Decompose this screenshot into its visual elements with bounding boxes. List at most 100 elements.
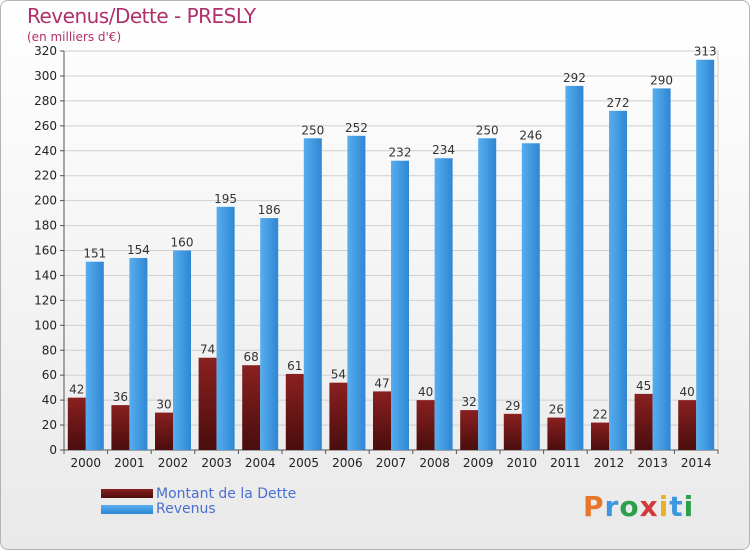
value-label-revenus: 292 — [563, 71, 586, 85]
value-label-revenus: 154 — [127, 243, 150, 257]
x-tick-label: 2008 — [419, 456, 450, 470]
y-tick-label: 40 — [42, 393, 57, 407]
y-tick-label: 120 — [34, 293, 57, 307]
y-tick-label: 160 — [34, 244, 57, 258]
y-tick-label: 300 — [34, 69, 57, 83]
value-label-dette: 45 — [636, 379, 651, 393]
bar-dette — [460, 410, 479, 450]
x-tick-label: 2002 — [158, 456, 189, 470]
bar-dette — [416, 400, 435, 450]
legend-swatch-revenus — [101, 505, 153, 514]
bar-revenus — [85, 261, 104, 450]
bar-dette — [329, 382, 348, 450]
x-tick-label: 2009 — [463, 456, 494, 470]
x-tick-label: 2006 — [332, 456, 363, 470]
y-tick-label: 20 — [42, 418, 57, 432]
y-tick-label: 320 — [34, 44, 57, 58]
bar-dette — [198, 357, 217, 450]
value-label-revenus: 252 — [345, 121, 368, 135]
value-label-dette: 36 — [113, 390, 128, 404]
bar-dette — [591, 422, 609, 450]
value-label-dette: 32 — [462, 395, 477, 409]
y-tick-label: 220 — [34, 169, 57, 183]
y-tick-label: 200 — [34, 194, 57, 208]
value-label-revenus: 186 — [258, 203, 281, 217]
y-tick-label: 280 — [34, 94, 57, 108]
bar-dette — [503, 413, 522, 450]
x-tick-label: 2013 — [637, 456, 668, 470]
value-label-revenus: 160 — [171, 236, 194, 250]
bar-revenus — [391, 160, 409, 450]
bar-revenus — [129, 257, 148, 450]
axes: 0 20 40 60 80 100 120 140 160 180 200 220 240 260 280 3… — [34, 44, 719, 470]
x-tick-label: 2003 — [201, 456, 232, 470]
legend-swatch-dette — [101, 489, 153, 498]
bar-dette — [67, 397, 86, 450]
x-tick-label: 2012 — [594, 456, 625, 470]
legend-label-dette: Montant de la Dette — [156, 486, 297, 502]
y-tick-label: 260 — [34, 119, 57, 133]
value-label-dette: 42 — [69, 383, 84, 397]
bar-dette — [155, 412, 173, 450]
value-label-dette: 47 — [374, 376, 389, 390]
bar-revenus — [260, 218, 279, 450]
x-tick-label: 2011 — [550, 456, 581, 470]
x-tick-label: 2014 — [681, 456, 712, 470]
value-label-revenus: 250 — [476, 123, 499, 137]
value-label-revenus: 195 — [214, 192, 237, 206]
value-label-dette: 40 — [418, 385, 433, 399]
y-tick-label: 100 — [34, 318, 57, 332]
value-label-revenus: 246 — [519, 128, 542, 142]
bar-dette — [285, 373, 304, 450]
bar-dette — [373, 391, 391, 450]
bar-revenus — [303, 138, 322, 450]
bar-dette — [678, 400, 697, 450]
value-label-dette: 61 — [287, 359, 302, 373]
chart-subtitle: (en milliers d'€) — [27, 30, 122, 44]
value-label-revenus: 272 — [607, 96, 630, 110]
value-label-dette: 22 — [592, 408, 607, 422]
value-label-dette: 30 — [156, 398, 171, 412]
bar-revenus — [216, 206, 235, 450]
x-tick-label: 2004 — [245, 456, 276, 470]
y-tick-label: 240 — [34, 144, 57, 158]
bar-dette — [242, 365, 261, 450]
y-tick-label: 60 — [42, 368, 57, 382]
value-label-revenus: 290 — [650, 73, 673, 87]
x-tick-label: 2007 — [376, 456, 407, 470]
bar-revenus — [434, 158, 453, 450]
value-label-dette: 29 — [505, 399, 520, 413]
bar-dette — [111, 405, 130, 450]
x-tick-label: 2010 — [507, 456, 538, 470]
bar-revenus — [478, 138, 497, 450]
value-label-revenus: 232 — [389, 146, 412, 160]
value-label-revenus: 234 — [432, 143, 455, 157]
bar-dette — [547, 417, 566, 450]
value-label-revenus: 151 — [83, 247, 106, 261]
value-label-dette: 74 — [200, 343, 215, 357]
page-title: Revenus/Dette - PRESLY — [27, 4, 256, 28]
bars — [67, 59, 715, 451]
y-tick-label: 140 — [34, 268, 57, 282]
y-tick-label: 180 — [34, 219, 57, 233]
value-labels: 42 151 36 154 30 160 74 195 68 186 61 250 54 252 47 232… — [69, 45, 716, 422]
value-label-dette: 68 — [244, 350, 259, 364]
bar-revenus — [347, 135, 366, 450]
bar-revenus — [609, 110, 627, 450]
bar-revenus — [173, 250, 191, 450]
bar-dette — [634, 393, 653, 450]
bar-revenus — [696, 59, 715, 451]
value-label-dette: 26 — [549, 403, 564, 417]
value-label-revenus: 313 — [694, 45, 717, 59]
bar-revenus — [565, 85, 584, 450]
bar-revenus — [652, 88, 671, 450]
x-tick-label: 2005 — [289, 456, 320, 470]
x-tick-label: 2001 — [114, 456, 145, 470]
value-label-revenus: 250 — [301, 123, 324, 137]
y-tick-label: 0 — [49, 443, 57, 457]
value-label-dette: 40 — [680, 385, 695, 399]
bar-revenus — [521, 143, 540, 451]
value-label-dette: 54 — [331, 368, 346, 382]
